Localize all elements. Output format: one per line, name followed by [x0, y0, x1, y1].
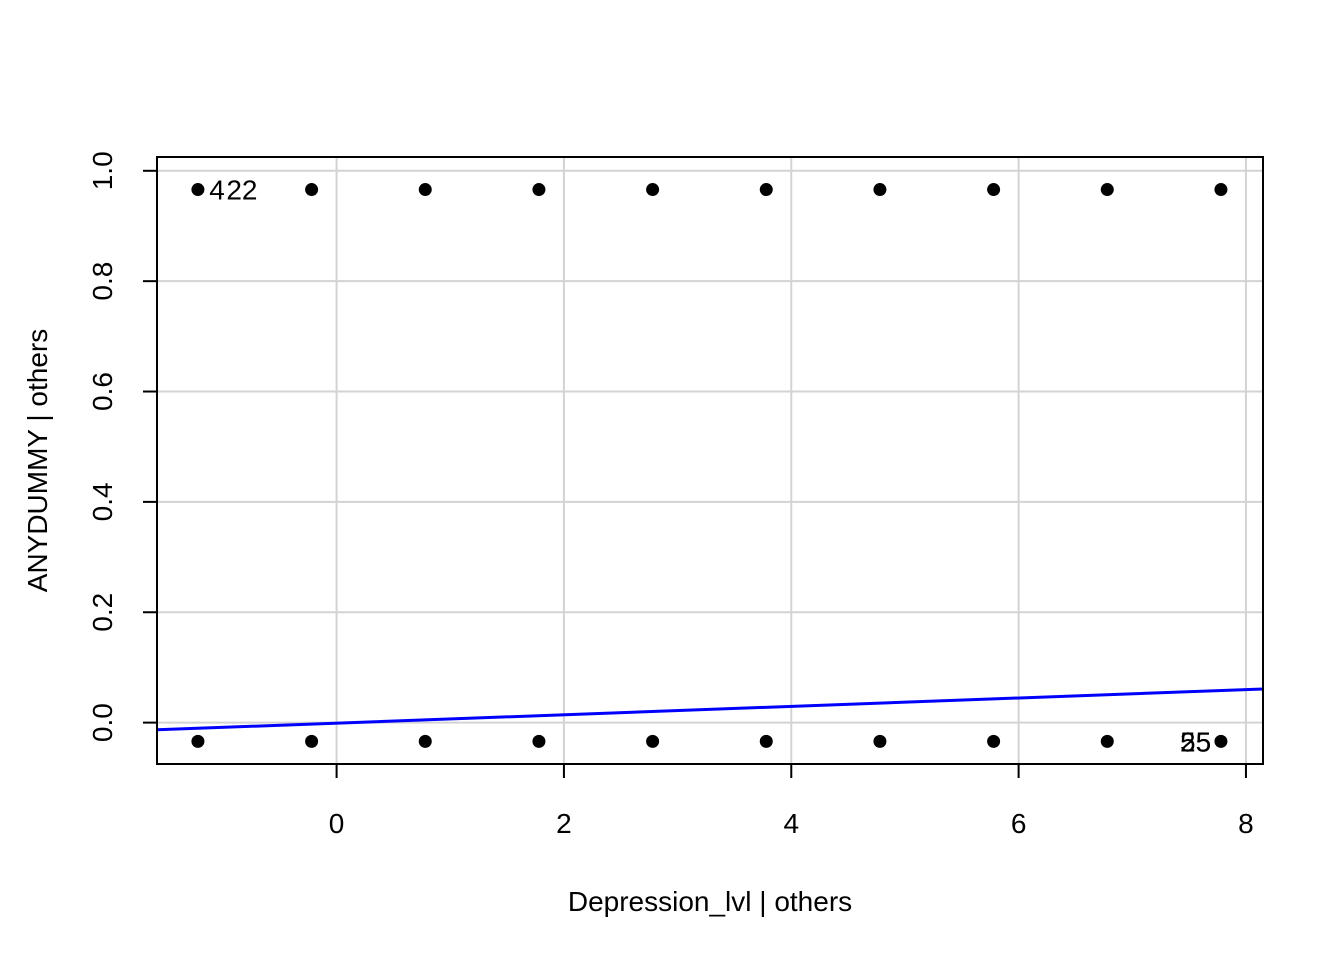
data-points [191, 183, 1228, 748]
y-tick-label: 1.0 [87, 151, 118, 190]
grid-lines [157, 157, 1263, 764]
data-point [1214, 183, 1228, 197]
data-point [418, 734, 432, 748]
regression-line-layer [156, 687, 1264, 732]
data-point [532, 183, 546, 197]
data-point [987, 734, 1001, 748]
data-point [759, 734, 773, 748]
data-point [759, 183, 773, 197]
y-tick-label: 0.8 [87, 262, 118, 301]
data-point [646, 183, 660, 197]
x-axis: 0 2 4 6 8 [329, 764, 1254, 839]
x-axis-label: Depression_lvl | others [568, 886, 852, 917]
y-axis-label: ANYDUMMY | others [22, 329, 53, 592]
point-annotation: 25 [1180, 726, 1211, 757]
data-point [1100, 183, 1114, 197]
data-point [987, 183, 1001, 197]
data-point [191, 183, 205, 197]
data-point [305, 734, 319, 748]
x-tick-label: 6 [1011, 808, 1027, 839]
x-tick-label: 4 [783, 808, 799, 839]
data-point [873, 734, 887, 748]
y-tick-label: 0.4 [87, 482, 118, 521]
point-annotation: 55 [1180, 726, 1211, 757]
x-tick-label: 0 [329, 808, 345, 839]
regression-line [156, 687, 1264, 732]
data-point [1214, 734, 1228, 748]
y-tick-label: 0.2 [87, 593, 118, 632]
y-axis: 0.0 0.2 0.4 0.6 0.8 1.0 [87, 151, 157, 742]
point-annotation: 4 [209, 175, 225, 206]
y-tick-label: 0.6 [87, 372, 118, 411]
data-point [646, 734, 660, 748]
data-point [1100, 734, 1114, 748]
data-point [305, 183, 319, 197]
point-annotation: 22 [226, 175, 257, 206]
y-tick-label: 0.0 [87, 703, 118, 742]
data-point [873, 183, 887, 197]
plot-frame [156, 156, 1264, 765]
x-tick-label: 8 [1238, 808, 1254, 839]
x-tick-label: 2 [556, 808, 572, 839]
data-point [532, 734, 546, 748]
data-point [191, 734, 205, 748]
data-point [418, 183, 432, 197]
